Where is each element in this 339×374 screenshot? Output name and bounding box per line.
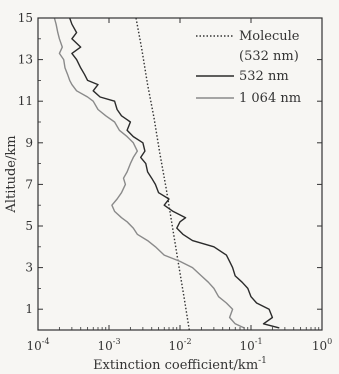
y-tick-label: 1 xyxy=(25,302,33,316)
x-axis-title-text: Extinction coefficient/km xyxy=(93,358,258,373)
x-tick-label: 10-1 xyxy=(239,337,262,353)
series-line-2 xyxy=(53,17,245,329)
legend-label-1: 532 nm xyxy=(239,69,289,84)
x-tick-label: 10-2 xyxy=(168,337,191,353)
x-tick-label-base: 10 xyxy=(26,339,41,353)
x-tick-label-base: 10 xyxy=(97,339,112,353)
legend-label-2: 1 064 nm xyxy=(239,91,301,106)
x-tick-label-exp: -4 xyxy=(42,337,50,346)
x-tick-label: 10-3 xyxy=(97,337,120,353)
legend-label-0-line2: (532 nm) xyxy=(239,49,299,64)
x-tick-label-exp: -2 xyxy=(184,337,192,346)
y-tick-label: 7 xyxy=(25,177,33,191)
x-tick-label: 100 xyxy=(312,337,332,353)
series-line-0 xyxy=(135,17,190,331)
x-tick-label-base: 10 xyxy=(239,339,254,353)
y-axis-title: Altitude/km xyxy=(4,135,19,213)
y-tick-label: 9 xyxy=(25,136,33,150)
legend-label-0: Molecule xyxy=(239,29,300,44)
x-tick-label-base: 10 xyxy=(312,339,327,353)
y-tick-label: 11 xyxy=(18,94,33,108)
x-tick-label-exp: -3 xyxy=(113,337,121,346)
x-axis-title-exponent: -1 xyxy=(258,356,267,366)
x-axis-title: Extinction coefficient/km-1 xyxy=(93,356,267,373)
series-layer xyxy=(53,17,280,331)
x-tick-label: 10-4 xyxy=(26,337,49,353)
y-tick-label: 13 xyxy=(18,53,33,67)
x-tick-label-base: 10 xyxy=(168,339,183,353)
y-tick-label: 5 xyxy=(25,219,33,233)
y-tick-label: 3 xyxy=(25,261,33,275)
x-tick-label-exp: 0 xyxy=(327,337,332,346)
legend: Molecule (532 nm) 532 nm 1 064 nm xyxy=(196,29,301,106)
series-line-1 xyxy=(69,17,280,329)
y-tick-label: 15 xyxy=(18,11,33,25)
x-tick-label-exp: -1 xyxy=(255,337,263,346)
